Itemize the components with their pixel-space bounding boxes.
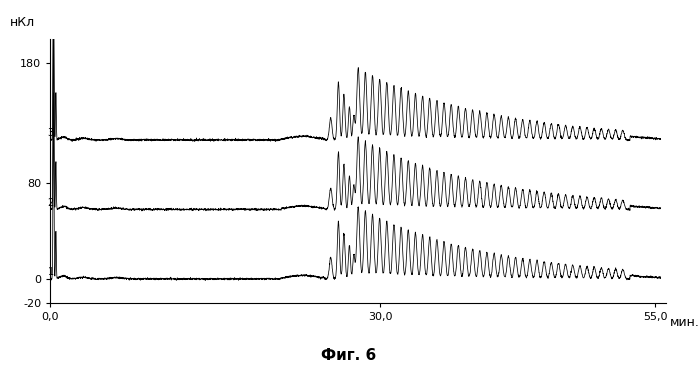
Text: 2: 2 (47, 197, 54, 208)
X-axis label: мин.: мин. (670, 316, 698, 329)
Text: нКл: нКл (10, 16, 35, 29)
Text: 1: 1 (47, 267, 54, 277)
Text: Фиг. 6: Фиг. 6 (321, 348, 377, 363)
Text: 3: 3 (47, 128, 54, 138)
